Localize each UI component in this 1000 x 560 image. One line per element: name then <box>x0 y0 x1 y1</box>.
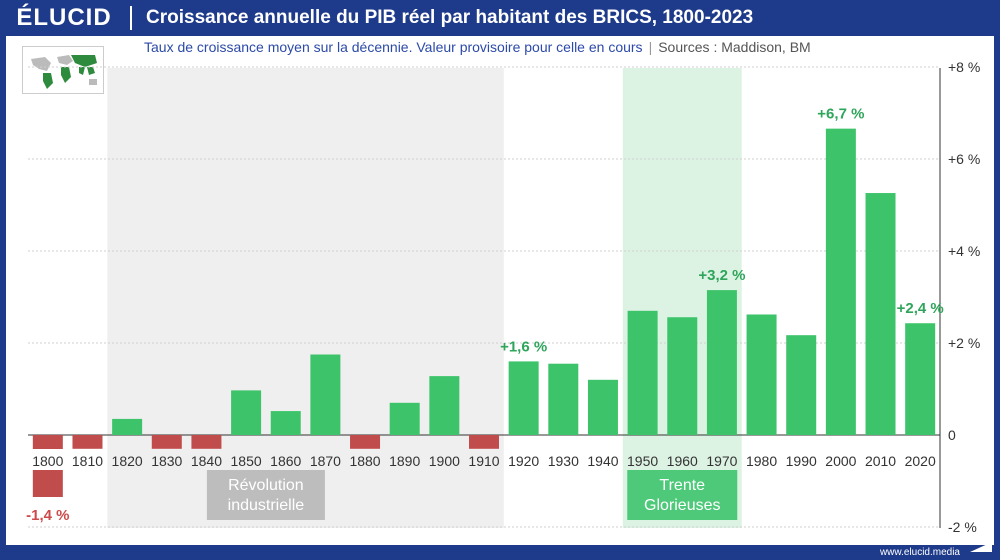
logo-separator <box>130 6 132 30</box>
bar <box>270 411 301 435</box>
x-tick-label: 1930 <box>548 453 579 469</box>
x-tick-label: 1910 <box>468 453 499 469</box>
subtitle-separator: | <box>648 39 653 55</box>
footer-site: www.elucid.media <box>879 547 960 558</box>
bar <box>587 379 618 435</box>
bar <box>310 354 341 435</box>
x-tick-label: 1920 <box>508 453 539 469</box>
x-tick-label: 2000 <box>825 453 856 469</box>
bar <box>389 402 420 435</box>
bar <box>32 435 63 449</box>
x-tick-label: 2020 <box>905 453 936 469</box>
bar <box>112 418 143 435</box>
x-tick-label: 1880 <box>349 453 380 469</box>
x-tick-label: 2010 <box>865 453 896 469</box>
bar <box>825 128 856 435</box>
x-tick-label: 1860 <box>270 453 301 469</box>
x-tick-label: 1870 <box>310 453 341 469</box>
x-tick-label: 1980 <box>746 453 777 469</box>
data-label: -1,4 % <box>26 507 69 524</box>
bar <box>865 193 896 435</box>
bar <box>151 435 182 449</box>
chart-subtitle: Taux de croissance moyen sur la décennie… <box>144 39 811 55</box>
data-label: +3,2 % <box>698 267 745 284</box>
bar <box>350 435 381 449</box>
x-tick-label: 1840 <box>191 453 222 469</box>
y-tick-label: 0 <box>948 427 956 443</box>
x-tick-label: 1950 <box>627 453 658 469</box>
x-tick-label: 1940 <box>587 453 618 469</box>
data-label: +2,4 % <box>897 300 944 317</box>
header-bar: ÉLUCID Croissance annuelle du PIB réel p… <box>0 0 1000 36</box>
era-label: Glorieuses <box>644 497 720 514</box>
x-tick-label: 1800 <box>32 453 63 469</box>
x-tick-label: 1850 <box>231 453 262 469</box>
y-tick-label: +4 % <box>948 243 980 259</box>
bar <box>72 435 103 449</box>
bar <box>508 361 539 435</box>
era-label: Révolution <box>228 477 304 494</box>
y-tick-label: -2 % <box>948 519 977 535</box>
bar <box>667 317 698 435</box>
y-tick-label: +6 % <box>948 151 980 167</box>
x-tick-label: 1830 <box>151 453 182 469</box>
world-map-icon <box>22 46 104 94</box>
elucid-logo: ÉLUCID <box>16 4 112 31</box>
x-tick-label: 1900 <box>429 453 460 469</box>
chart-title: Croissance annuelle du PIB réel par habi… <box>146 7 754 28</box>
bar <box>191 435 222 449</box>
bar <box>548 363 579 435</box>
era-label-box <box>627 470 738 520</box>
bar <box>905 323 936 435</box>
x-tick-label: 1820 <box>112 453 143 469</box>
bar <box>231 390 262 435</box>
x-tick-label: 1960 <box>667 453 698 469</box>
bar-chart: -2 % 0 +2 % +4 % +6 % +8 % Révolution industrie… <box>26 59 980 535</box>
bar <box>429 376 460 435</box>
era-label-box <box>206 470 325 520</box>
era-band <box>107 68 504 528</box>
data-label: +1,6 % <box>500 338 547 355</box>
y-tick-label: +2 % <box>948 335 980 351</box>
era-label: Trente <box>659 477 705 494</box>
x-tick-label: 1810 <box>72 453 103 469</box>
x-tick-label: 1890 <box>389 453 420 469</box>
era-label: industrielle <box>228 497 305 514</box>
y-tick-label: +8 % <box>948 59 980 75</box>
x-tick-label: 1990 <box>786 453 817 469</box>
bar <box>746 314 777 435</box>
bar <box>32 470 63 497</box>
flag-icon <box>970 542 992 552</box>
bar <box>786 335 817 435</box>
sources-text: Sources : Maddison, BM <box>658 39 811 55</box>
bar <box>469 435 499 449</box>
x-tick-label: 1970 <box>706 453 737 469</box>
subtitle-text: Taux de croissance moyen sur la décennie… <box>144 39 643 55</box>
bar <box>706 290 737 435</box>
bar <box>627 310 658 435</box>
data-label: +6,7 % <box>817 106 864 123</box>
